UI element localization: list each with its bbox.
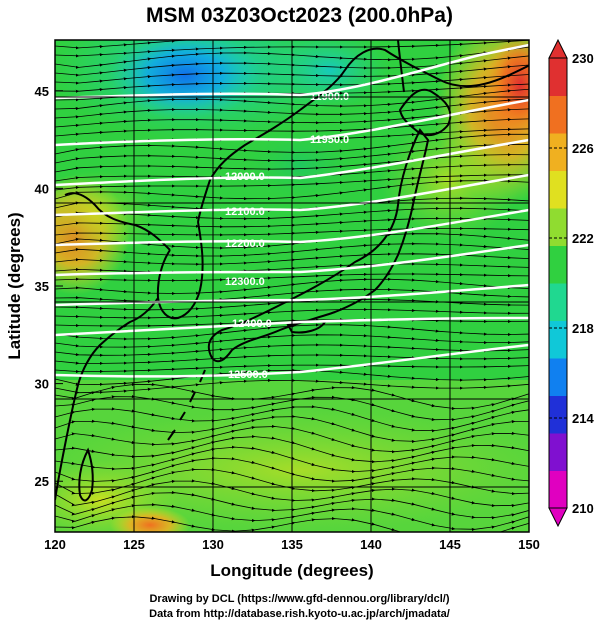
x-tick-label: 150 bbox=[518, 537, 540, 552]
colorbar-top-arrow bbox=[548, 38, 568, 59]
y-tick-label: 30 bbox=[35, 377, 49, 392]
colorbar-segment bbox=[549, 470, 567, 509]
streamline bbox=[55, 353, 529, 366]
contour-label: 12400.0 bbox=[232, 318, 272, 330]
colorbar-tick-label: 222 bbox=[572, 231, 594, 246]
x-tick-label: 140 bbox=[360, 537, 382, 552]
x-tick-label: 145 bbox=[439, 537, 461, 552]
streamline bbox=[55, 307, 529, 320]
colorbar-segment bbox=[549, 320, 567, 359]
x-axis-label: Longitude (degrees) bbox=[210, 561, 373, 580]
colorbar-tick-label: 230 bbox=[572, 51, 594, 66]
map-area: 11900.0 11950.0 12000.0 12100.0 12200.0 … bbox=[55, 40, 529, 532]
colorbar-segment bbox=[549, 170, 567, 209]
credit-drawing: Drawing by DCL (https://www.gfd-dennou.o… bbox=[149, 593, 450, 605]
graticule bbox=[55, 40, 529, 532]
y-tick-label: 40 bbox=[35, 181, 49, 196]
x-tick-label: 130 bbox=[202, 537, 224, 552]
colorbar-tick-labels: 210 214 218 222 226 230 bbox=[549, 51, 594, 516]
colorbar-segment bbox=[549, 395, 567, 434]
colorbar-segment bbox=[549, 283, 567, 321]
colorbar-bottom-arrow bbox=[548, 507, 568, 528]
credit-data-source: Data from http://database.rish.kyoto-u.a… bbox=[149, 608, 450, 620]
chart-title: MSM 03Z03Oct2023 (200.0hPa) bbox=[146, 4, 453, 27]
colorbar-tick-label: 226 bbox=[572, 141, 594, 156]
colorbar-segment bbox=[549, 58, 567, 96]
y-tick-label: 35 bbox=[35, 279, 49, 294]
contour-label: 12200.0 bbox=[225, 238, 265, 250]
colorbar-tick-label: 214 bbox=[572, 411, 594, 426]
colorbar-segment bbox=[549, 245, 567, 284]
colorbar-segment bbox=[549, 133, 567, 171]
colorbar-segment bbox=[549, 358, 567, 396]
y-tick-label: 25 bbox=[35, 474, 49, 489]
x-tick-label: 135 bbox=[281, 537, 303, 552]
streamline bbox=[55, 262, 529, 274]
x-tick-label: 125 bbox=[123, 537, 145, 552]
x-tick-label: 120 bbox=[44, 537, 66, 552]
streamline bbox=[55, 515, 529, 532]
contour-label: 11950.0 bbox=[310, 134, 349, 146]
colorbar: 210 214 218 222 226 230 bbox=[548, 38, 594, 528]
wind-streamlines bbox=[55, 40, 529, 532]
y-axis-label: Latitude (degrees) bbox=[5, 212, 24, 359]
x-tick-labels: 120 125 130 135 140 145 150 bbox=[44, 524, 540, 552]
colorbar-segment bbox=[549, 433, 567, 471]
colorbar-tick-label: 210 bbox=[572, 501, 594, 516]
y-tick-label: 45 bbox=[35, 84, 49, 99]
height-contours bbox=[55, 43, 529, 378]
y-tick-labels: 25 30 35 40 45 bbox=[35, 84, 63, 489]
contour-label: 12100.0 bbox=[225, 206, 265, 218]
colorbar-tick-label: 218 bbox=[572, 321, 594, 336]
colorbar-segment bbox=[549, 95, 567, 134]
contour-label: 12300.0 bbox=[225, 276, 265, 288]
colorbar-segment bbox=[549, 208, 567, 246]
contour-label: 12000.0 bbox=[225, 171, 265, 183]
contour-label: 12500.0 bbox=[228, 369, 268, 381]
